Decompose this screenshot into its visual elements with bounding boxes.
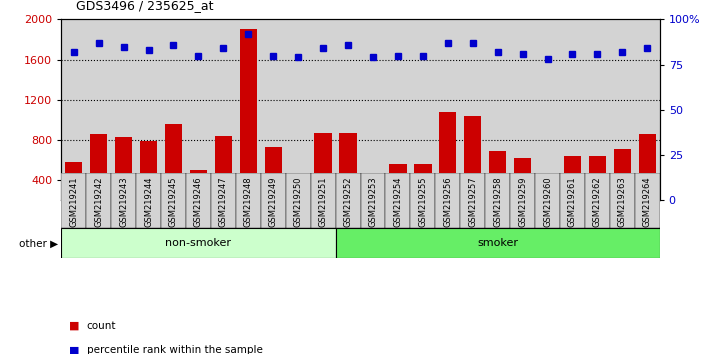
Text: GSM219256: GSM219256	[443, 176, 452, 227]
Text: GSM219261: GSM219261	[568, 176, 577, 227]
Bar	[386, 173, 410, 228]
Bar	[87, 173, 111, 228]
Bar	[389, 164, 407, 220]
Bar	[190, 170, 207, 220]
Bar	[165, 124, 182, 220]
Bar	[61, 173, 87, 228]
Bar	[61, 228, 335, 258]
Text: GSM219249: GSM219249	[269, 176, 278, 227]
Bar	[364, 177, 381, 220]
Text: ■: ■	[68, 346, 79, 354]
Bar	[314, 133, 332, 220]
Text: GSM219262: GSM219262	[593, 176, 602, 227]
Bar	[311, 173, 335, 228]
Bar	[510, 173, 535, 228]
Text: GSM219264: GSM219264	[642, 176, 652, 227]
Bar	[588, 156, 606, 220]
Bar	[335, 228, 660, 258]
Bar	[464, 116, 482, 220]
Text: GSM219255: GSM219255	[418, 176, 428, 227]
Bar	[514, 158, 531, 220]
Text: GSM219250: GSM219250	[293, 176, 303, 227]
Text: GSM219254: GSM219254	[394, 176, 402, 227]
Bar	[439, 112, 456, 220]
Bar	[211, 173, 236, 228]
Text: GSM219246: GSM219246	[194, 176, 203, 227]
Bar	[340, 133, 357, 220]
Bar	[236, 173, 261, 228]
Text: GSM219242: GSM219242	[94, 176, 103, 227]
Text: other ▶: other ▶	[19, 238, 58, 249]
Bar	[265, 147, 282, 220]
Text: GSM219259: GSM219259	[518, 176, 527, 227]
Bar	[111, 173, 136, 228]
Bar	[289, 177, 307, 220]
Bar	[639, 134, 656, 220]
Text: count: count	[87, 321, 116, 331]
Bar	[460, 173, 485, 228]
Text: percentile rank within the sample: percentile rank within the sample	[87, 346, 262, 354]
Bar	[539, 181, 556, 220]
Text: GSM219252: GSM219252	[343, 176, 353, 227]
Text: GSM219245: GSM219245	[169, 176, 178, 227]
Bar	[115, 137, 133, 220]
Bar	[360, 173, 386, 228]
Bar	[286, 173, 311, 228]
Bar	[410, 173, 435, 228]
Bar	[186, 173, 211, 228]
Text: non-smoker: non-smoker	[165, 238, 231, 249]
Bar	[435, 173, 460, 228]
Bar	[239, 29, 257, 220]
Bar	[90, 134, 107, 220]
Text: GSM219248: GSM219248	[244, 176, 253, 227]
Text: GDS3496 / 235625_at: GDS3496 / 235625_at	[76, 0, 213, 12]
Bar	[485, 173, 510, 228]
Text: GSM219251: GSM219251	[319, 176, 327, 227]
Bar	[564, 156, 581, 220]
Bar	[335, 173, 360, 228]
Text: GSM219247: GSM219247	[219, 176, 228, 227]
Text: GSM219253: GSM219253	[368, 176, 378, 227]
Text: GSM219257: GSM219257	[468, 176, 477, 227]
Bar	[215, 136, 232, 220]
Bar	[140, 141, 157, 220]
Text: GSM219260: GSM219260	[543, 176, 552, 227]
Bar	[535, 173, 560, 228]
Text: GSM219241: GSM219241	[69, 176, 79, 227]
Bar	[610, 173, 634, 228]
Bar	[489, 151, 506, 220]
Bar	[634, 173, 660, 228]
Text: GSM219244: GSM219244	[144, 176, 153, 227]
Bar	[161, 173, 186, 228]
Bar	[136, 173, 161, 228]
Text: GSM219243: GSM219243	[119, 176, 128, 227]
Bar	[414, 164, 432, 220]
Text: ■: ■	[68, 321, 79, 331]
Text: GSM219258: GSM219258	[493, 176, 502, 227]
Bar	[560, 173, 585, 228]
Text: smoker: smoker	[477, 238, 518, 249]
Bar	[65, 162, 82, 220]
Bar	[614, 149, 631, 220]
Text: GSM219263: GSM219263	[618, 176, 627, 227]
Bar	[261, 173, 286, 228]
Bar	[585, 173, 610, 228]
